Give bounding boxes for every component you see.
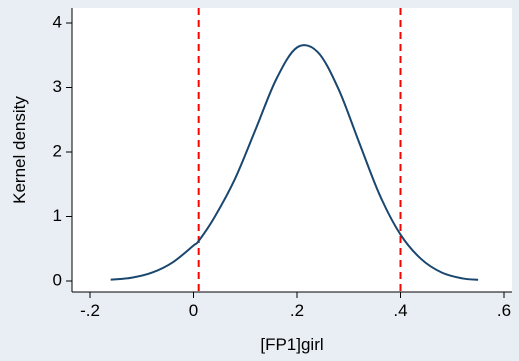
x-tick-label: .4 [393,301,407,320]
x-axis: -.2 0 .2 .4 .6 [72,291,512,320]
x-tick-label: 0 [189,301,198,320]
x-tick-label: .6 [497,301,511,320]
y-axis: 0 1 2 3 4 [53,8,73,292]
y-tick-label: 0 [53,270,62,289]
y-tick-label: 4 [53,12,62,31]
x-axis-title: [FP1]girl [260,335,323,354]
plot-area [72,8,512,292]
y-tick-label: 2 [53,141,62,160]
x-tick-label: -.2 [80,301,100,320]
y-tick-label: 3 [53,77,62,96]
density-curve [110,44,479,281]
y-tick-label: 1 [53,206,62,225]
x-tick-label: .2 [290,301,304,320]
y-axis-title: Kernel density [10,96,29,204]
